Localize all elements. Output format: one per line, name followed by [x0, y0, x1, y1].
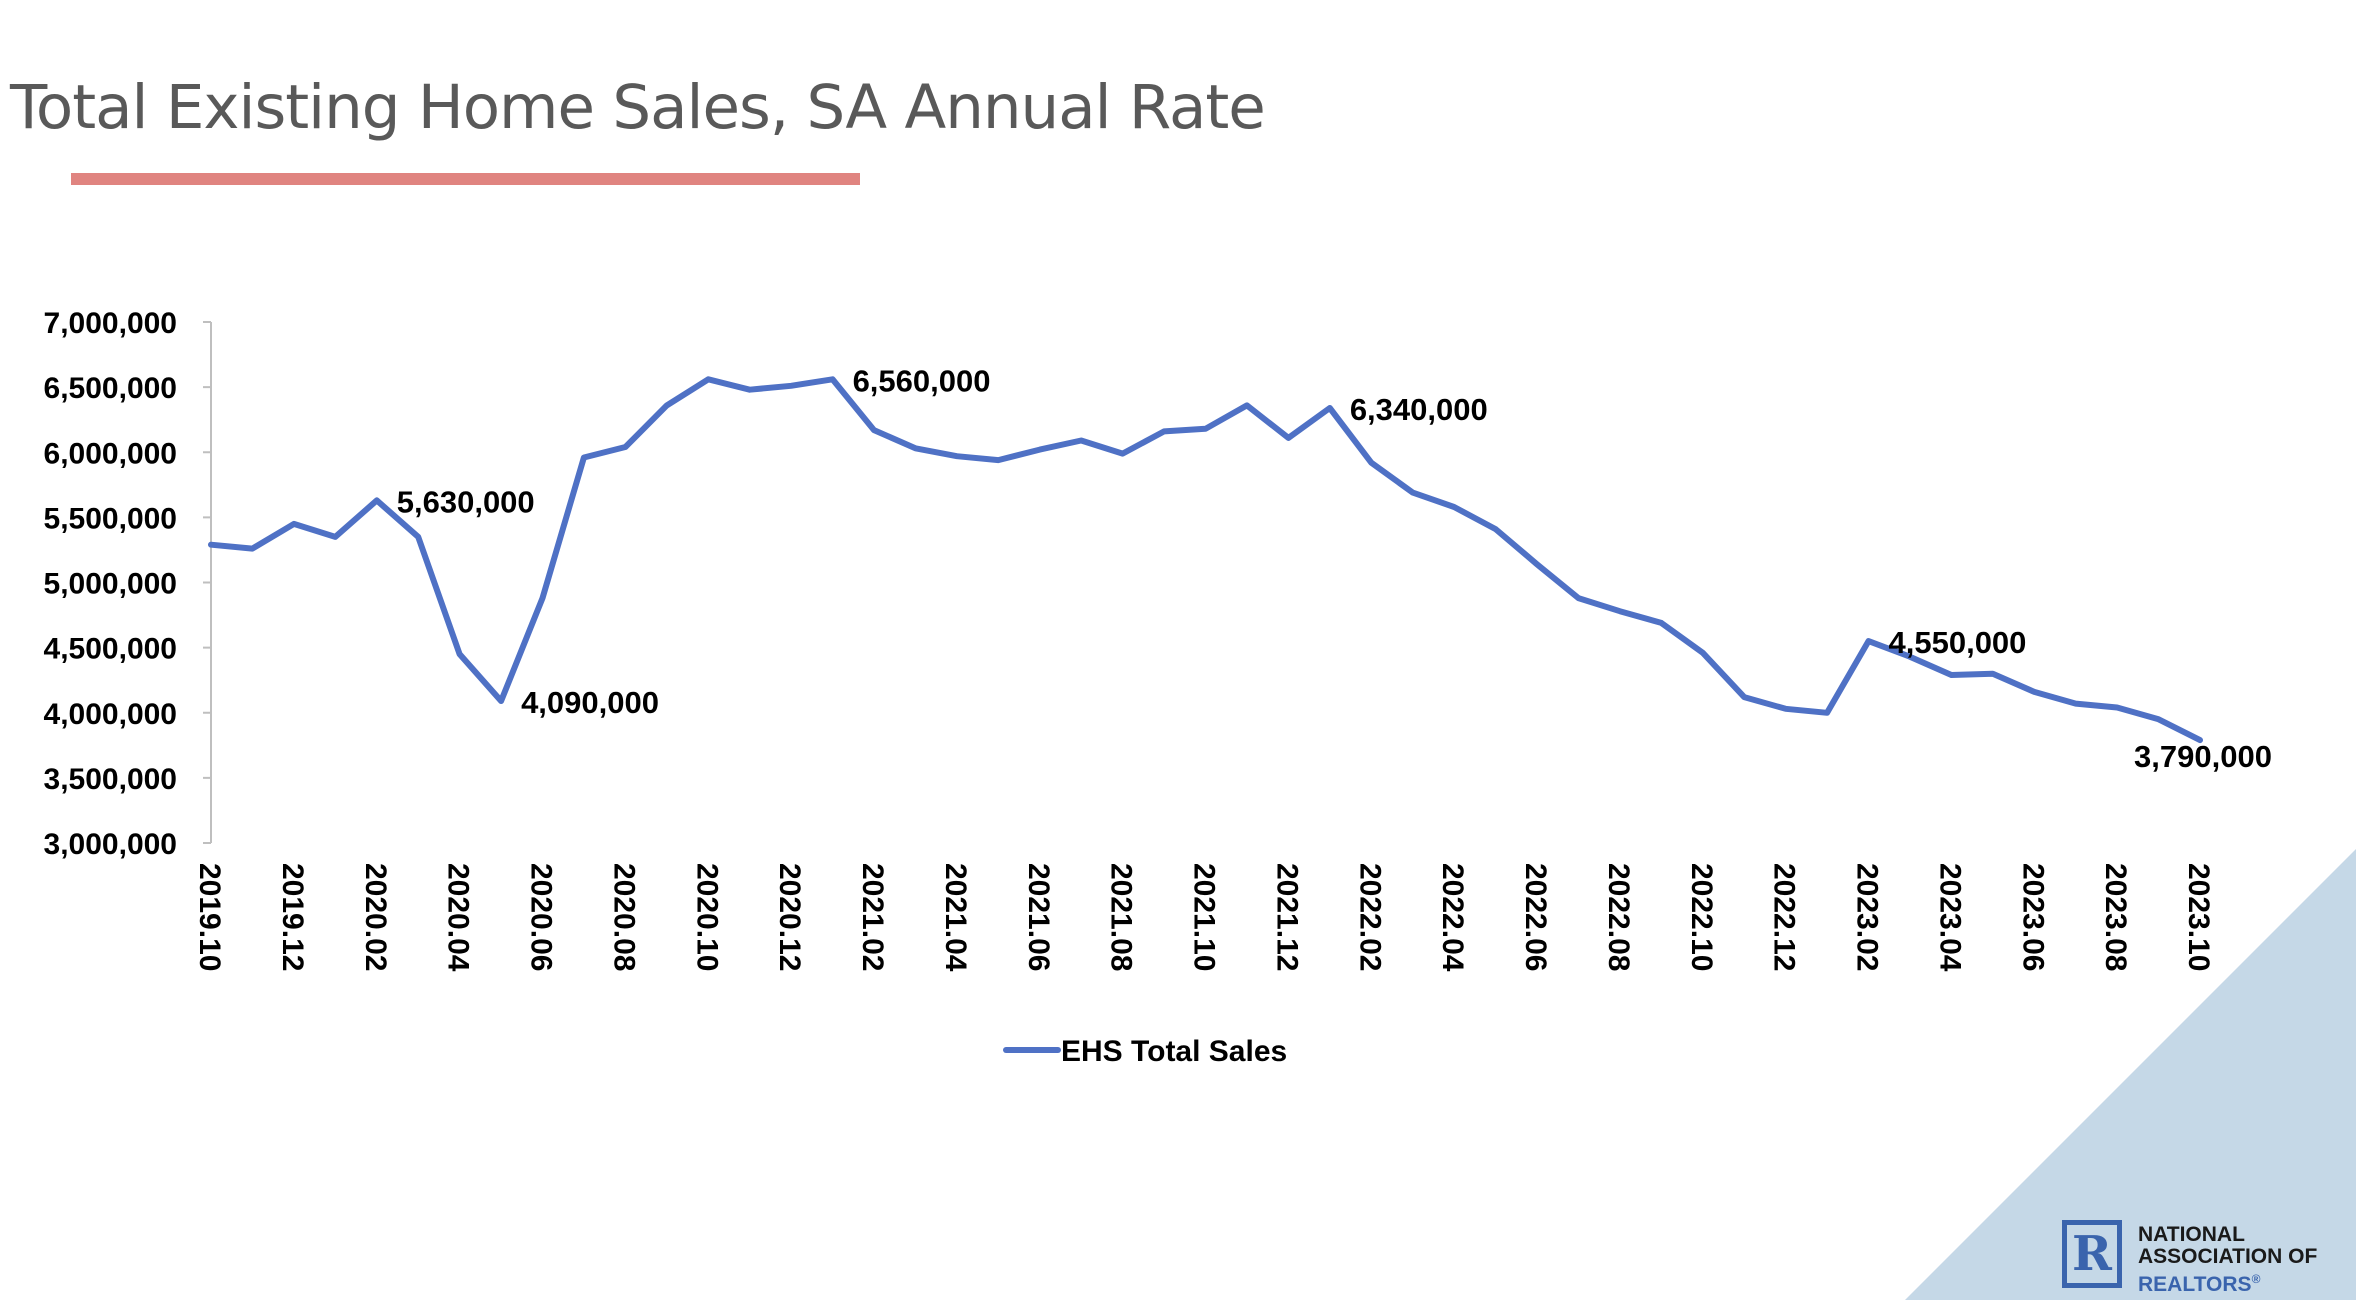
x-tick-label: 2020.02 [359, 863, 392, 971]
x-tick-label: 2019.10 [193, 863, 226, 971]
x-tick-label: 2021.10 [1188, 863, 1221, 971]
logo-trademark: ® [2251, 1272, 2261, 1286]
series-line [208, 376, 2203, 744]
x-tick-label: 2020.04 [442, 863, 475, 972]
logo-line-realtors: REALTORS® [2138, 1268, 2260, 1296]
data-label: 3,790,000 [2134, 739, 2272, 774]
y-tick-label: 4,000,000 [44, 698, 177, 731]
x-tick-label: 2023.08 [2099, 863, 2132, 971]
x-tick-label: 2019.12 [276, 863, 309, 971]
x-tick-label: 2021.02 [856, 863, 889, 971]
x-tick-label: 2022.12 [1768, 863, 1801, 971]
x-tick-label: 2021.08 [1105, 863, 1138, 971]
x-tick-label: 2022.02 [1353, 863, 1386, 971]
y-tick-label: 5,000,000 [44, 568, 177, 601]
data-label: 5,630,000 [397, 484, 535, 519]
slide-title: Total Existing Home Sales, SA Annual Rat… [10, 72, 1266, 143]
y-tick-label: 6,000,000 [44, 437, 177, 470]
y-tick-label: 5,500,000 [44, 502, 177, 535]
x-tick-label: 2020.12 [773, 863, 806, 971]
data-label: 6,560,000 [853, 363, 991, 398]
x-tick-label: 2022.10 [1685, 863, 1718, 971]
x-tick-label: 2023.06 [2016, 863, 2049, 971]
data-label: 4,550,000 [1889, 625, 2027, 660]
x-tick-label: 2021.12 [1270, 863, 1303, 971]
x-tick-label: 2023.02 [1851, 863, 1884, 971]
y-tick-label: 3,000,000 [44, 828, 177, 861]
logo-line-association: ASSOCIATION OF [2138, 1245, 2318, 1268]
data-label: 6,340,000 [1350, 392, 1488, 427]
nar-logo: R NATIONAL ASSOCIATION OF REALTORS® [2062, 1220, 2352, 1296]
y-tick-label: 7,000,000 [44, 307, 177, 340]
x-tick-label: 2023.10 [2182, 863, 2215, 971]
y-tick-label: 3,500,000 [44, 763, 177, 796]
x-tick-label: 2021.06 [1022, 863, 1055, 971]
y-tick-label: 4,500,000 [44, 633, 177, 666]
title-underline [71, 173, 860, 185]
x-tick-label: 2021.04 [939, 863, 972, 972]
x-tick-label: 2023.04 [1933, 863, 1966, 972]
logo-line-national: NATIONAL [2138, 1223, 2245, 1246]
realtor-r-logo-icon: R [2062, 1220, 2122, 1288]
x-tick-label: 2020.08 [607, 863, 640, 971]
logo-realtors-text: REALTORS [2138, 1273, 2252, 1296]
y-tick-label: 6,500,000 [44, 372, 177, 405]
x-tick-label: 2022.06 [1519, 863, 1552, 971]
x-tick-label: 2020.10 [690, 863, 723, 971]
data-label: 4,090,000 [521, 685, 659, 720]
legend-label: EHS Total Sales [1061, 1035, 1287, 1068]
x-tick-label: 2022.08 [1602, 863, 1635, 971]
x-tick-label: 2022.04 [1436, 863, 1469, 972]
x-tick-label: 2020.06 [525, 863, 558, 971]
